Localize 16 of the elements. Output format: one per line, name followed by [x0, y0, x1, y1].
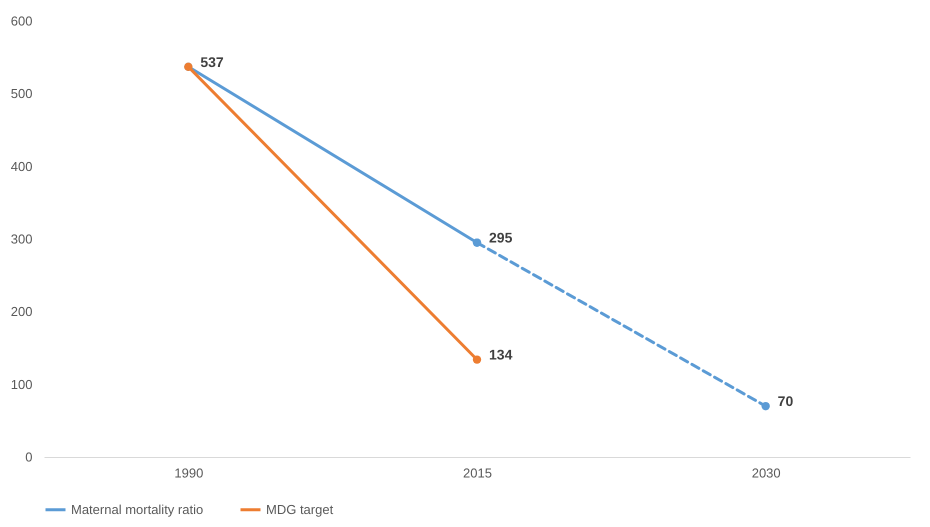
legend-label: Maternal mortality ratio: [71, 502, 204, 517]
y-tick-label: 200: [10, 304, 32, 320]
x-tick-label: 2015: [463, 466, 492, 480]
data-label: 537: [200, 54, 224, 70]
data-label: 295: [489, 230, 513, 246]
y-tick-label: 300: [10, 232, 32, 246]
y-tick-label: 600: [10, 14, 32, 28]
legend-label: MDG target: [266, 502, 334, 517]
y-tick-label: 400: [10, 158, 32, 174]
y-tick-label: 500: [10, 86, 32, 102]
y-tick-label: 100: [10, 376, 32, 392]
data-label: 134: [489, 346, 513, 363]
y-tick-label: 0: [25, 450, 32, 464]
x-tick-label: 2030: [752, 466, 781, 480]
data-label: 70: [778, 393, 794, 410]
x-tick-label: 1990: [174, 466, 204, 480]
